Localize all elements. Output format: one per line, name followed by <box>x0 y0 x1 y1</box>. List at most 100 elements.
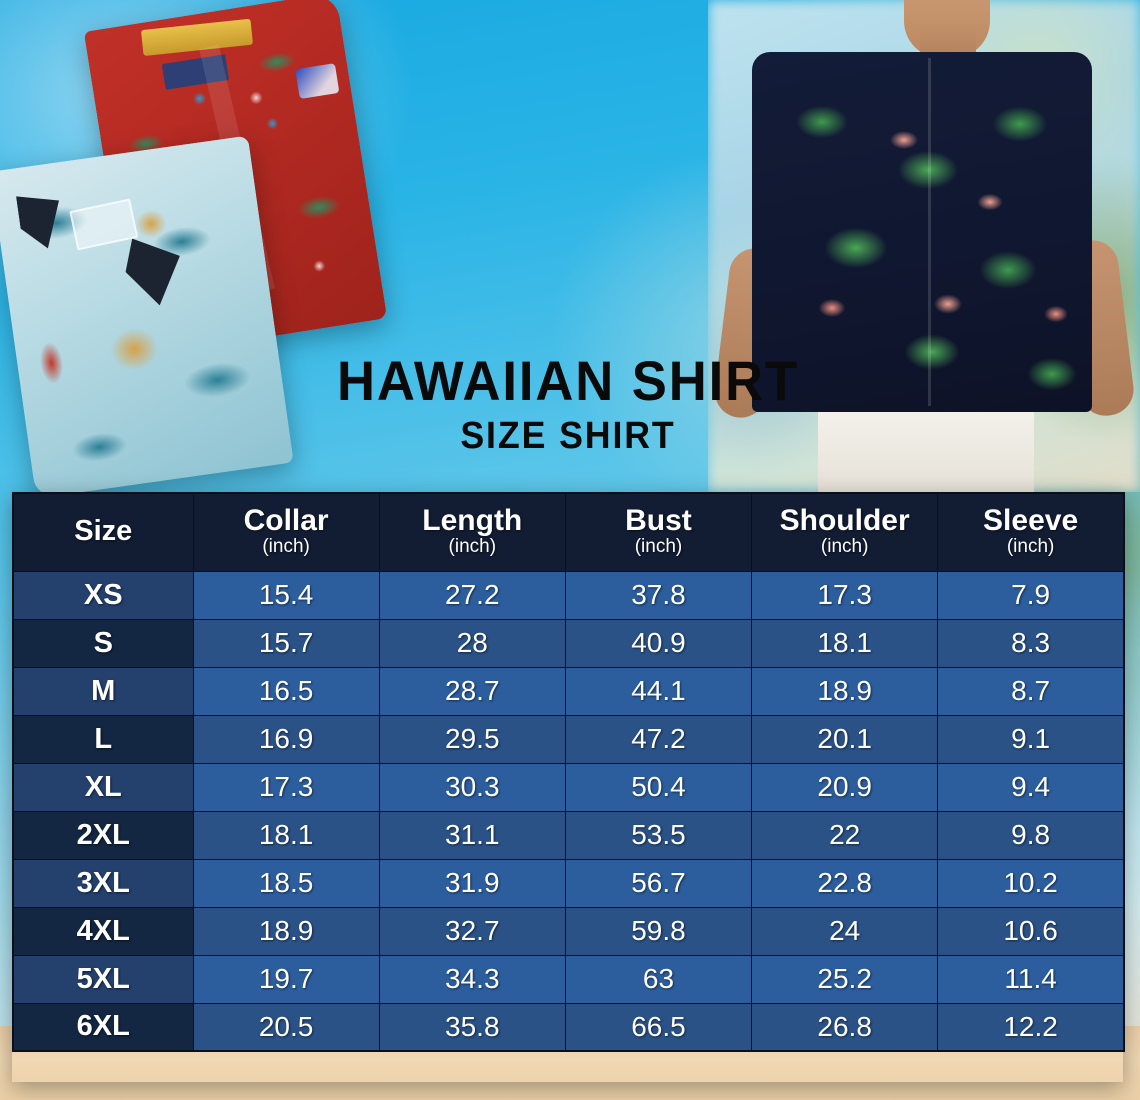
cell-size: M <box>12 666 194 716</box>
column-header-collar-unit: (inch) <box>262 535 310 557</box>
cell-size: 2XL <box>12 810 194 860</box>
cell-shoulder: 25.2 <box>751 954 939 1004</box>
cell-shoulder: 22.8 <box>751 858 939 908</box>
cell-collar: 16.5 <box>192 666 380 716</box>
cell-length: 32.7 <box>378 906 566 956</box>
model-flamingo-shirt <box>752 52 1092 412</box>
cell-size: S <box>12 618 194 668</box>
cell-sleeve: 7.9 <box>937 570 1125 620</box>
column-header-length-unit: (inch) <box>448 535 497 557</box>
cell-collar: 15.4 <box>192 570 380 620</box>
cell-shoulder: 20.9 <box>751 762 939 812</box>
cell-sleeve: 8.7 <box>937 666 1125 716</box>
table-row: S 15.7 28 40.9 18.1 8.3 <box>12 618 1125 668</box>
cell-length: 30.3 <box>378 762 566 812</box>
cell-collar: 18.1 <box>192 810 380 860</box>
column-header-length: Length (inch) <box>378 492 566 572</box>
cell-shoulder: 26.8 <box>751 1002 939 1052</box>
table-row: 2XL 18.1 31.1 53.5 22 9.8 <box>12 810 1125 860</box>
table-row: 5XL 19.7 34.3 63 25.2 11.4 <box>12 954 1125 1004</box>
column-header-bust-unit: (inch) <box>634 535 683 557</box>
table-row: M 16.5 28.7 44.1 18.9 8.7 <box>12 666 1125 716</box>
cell-bust: 56.7 <box>564 858 753 908</box>
table-row: XS 15.4 27.2 37.8 17.3 7.9 <box>12 570 1125 620</box>
cell-bust: 50.4 <box>564 762 753 812</box>
column-header-collar: Collar (inch) <box>192 492 380 572</box>
page-title: HAWAIIAN SHIRT <box>336 349 800 412</box>
cell-sleeve: 12.2 <box>937 1002 1125 1052</box>
table-row: 3XL 18.5 31.9 56.7 22.8 10.2 <box>12 858 1125 908</box>
table-header: Size Collar (inch) Length (inch) Bust (i… <box>12 492 1125 572</box>
cell-shoulder: 17.3 <box>751 570 939 620</box>
column-header-bust-label: Bust <box>625 503 692 537</box>
cell-bust: 40.9 <box>564 618 753 668</box>
cell-collar: 19.7 <box>192 954 380 1004</box>
table-header-row: Size Collar (inch) Length (inch) Bust (i… <box>12 492 1125 572</box>
cell-sleeve: 9.4 <box>937 762 1125 812</box>
cell-shoulder: 18.9 <box>751 666 939 716</box>
cell-shoulder: 18.1 <box>751 618 939 668</box>
cell-collar: 18.5 <box>192 858 380 908</box>
cell-bust: 66.5 <box>564 1002 753 1052</box>
cell-size: L <box>12 714 194 764</box>
column-header-shoulder-unit: (inch) <box>820 535 869 557</box>
table-row: L 16.9 29.5 47.2 20.1 9.1 <box>12 714 1125 764</box>
cell-collar: 18.9 <box>192 906 380 956</box>
cell-sleeve: 8.3 <box>937 618 1125 668</box>
poster-titles: HAWAIIAN SHIRT SIZE SHIRT <box>318 352 818 458</box>
cell-bust: 37.8 <box>564 570 753 620</box>
cell-sleeve: 10.2 <box>937 858 1125 908</box>
cell-length: 31.1 <box>378 810 566 860</box>
cell-shoulder: 24 <box>751 906 939 956</box>
size-chart-table-container: Size Collar (inch) Length (inch) Bust (i… <box>12 492 1125 1052</box>
cell-length: 27.2 <box>378 570 566 620</box>
cell-bust: 53.5 <box>564 810 753 860</box>
cell-collar: 20.5 <box>192 1002 380 1052</box>
cell-length: 34.3 <box>378 954 566 1004</box>
model-shirt-placket <box>928 58 931 406</box>
cell-sleeve: 10.6 <box>937 906 1125 956</box>
cell-length: 35.8 <box>378 1002 566 1052</box>
cell-length: 28 <box>378 618 566 668</box>
column-header-sleeve-label: Sleeve <box>983 503 1079 537</box>
cell-size: XL <box>12 762 194 812</box>
cell-size: 4XL <box>12 906 194 956</box>
cell-size: 3XL <box>12 858 194 908</box>
cell-bust: 47.2 <box>564 714 753 764</box>
blue-hawaiian-shirt <box>0 135 294 499</box>
column-header-bust: Bust (inch) <box>564 492 753 572</box>
size-chart-table: Size Collar (inch) Length (inch) Bust (i… <box>12 492 1125 1052</box>
column-header-size: Size <box>12 492 194 572</box>
cell-size: 6XL <box>12 1002 194 1052</box>
column-header-length-label: Length <box>422 503 523 537</box>
shirt-collar-left <box>16 191 65 252</box>
table-row: XL 17.3 30.3 50.4 20.9 9.4 <box>12 762 1125 812</box>
cell-sleeve: 9.8 <box>937 810 1125 860</box>
cell-length: 29.5 <box>378 714 566 764</box>
cell-collar: 17.3 <box>192 762 380 812</box>
cell-length: 31.9 <box>378 858 566 908</box>
shirt-pocket <box>69 198 139 251</box>
column-header-shoulder: Shoulder (inch) <box>751 492 939 572</box>
cell-sleeve: 9.1 <box>937 714 1125 764</box>
shirt-collar-right <box>121 232 186 309</box>
column-header-sleeve-unit: (inch) <box>1006 535 1055 557</box>
cell-bust: 44.1 <box>564 666 753 716</box>
table-row: 4XL 18.9 32.7 59.8 24 10.6 <box>12 906 1125 956</box>
shirt-sleeve-badge <box>295 63 340 99</box>
cell-bust: 59.8 <box>564 906 753 956</box>
table-row: 6XL 20.5 35.8 66.5 26.8 12.2 <box>12 1002 1125 1052</box>
column-header-collar-label: Collar <box>243 503 329 537</box>
cell-length: 28.7 <box>378 666 566 716</box>
cell-size: XS <box>12 570 194 620</box>
cell-shoulder: 20.1 <box>751 714 939 764</box>
column-header-sleeve: Sleeve (inch) <box>937 492 1125 572</box>
cell-sleeve: 11.4 <box>937 954 1125 1004</box>
table-body: XS 15.4 27.2 37.8 17.3 7.9 S 15.7 28 40.9 18.1 8.3 M… <box>12 570 1125 1052</box>
cell-collar: 16.9 <box>192 714 380 764</box>
cell-collar: 15.7 <box>192 618 380 668</box>
column-header-size-label: Size <box>74 515 133 548</box>
model-photo <box>708 0 1140 492</box>
shirt-brand-band <box>140 18 254 57</box>
